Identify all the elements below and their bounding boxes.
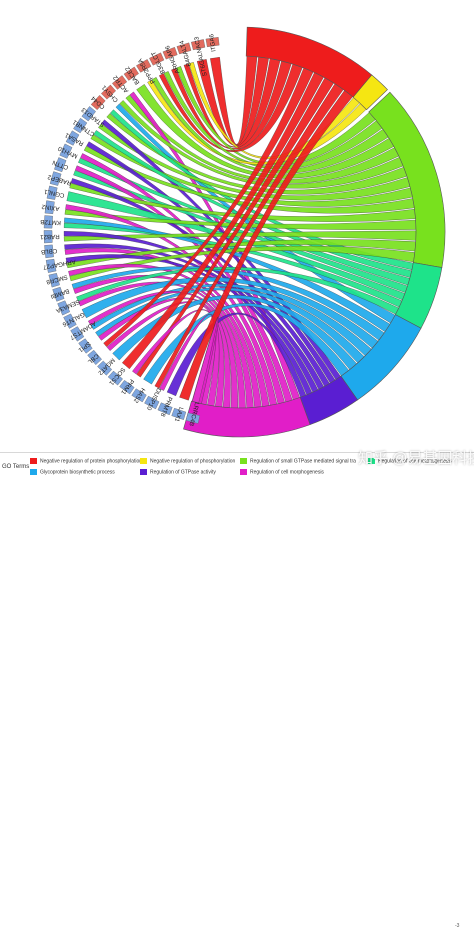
gene-fc-box [73, 117, 88, 134]
legend-label: Glycoprotein biosynthetic process [40, 469, 115, 476]
term-arcs [183, 26, 446, 438]
gene-fc-box [144, 395, 160, 410]
legend-label: Negative regulation of protein phosphory… [40, 458, 143, 465]
legend: GO Terms Negative regulation of protein … [0, 452, 474, 929]
legend-swatch [30, 469, 37, 475]
gene-fc-box [43, 230, 53, 244]
term-arc [352, 74, 388, 111]
gene-fc-box [44, 200, 55, 215]
legend-swatch [30, 458, 37, 464]
legend-label: Negative regulation of phosphorylation [150, 458, 236, 465]
gene-fc-box [43, 215, 53, 229]
gene-fc-box [49, 171, 62, 186]
gene-label: ARHGAP27 [42, 258, 76, 271]
gene-fc-box [131, 388, 147, 403]
gene-fc-box [136, 59, 152, 73]
legend-swatch [368, 458, 375, 464]
gene-label: AXIN2 [41, 203, 60, 212]
chord-ribbons [63, 55, 417, 409]
legend-swatch [240, 458, 247, 464]
legend-swatch [240, 469, 247, 475]
gene-fc-box [97, 360, 113, 376]
legend-label: Regulation of cell morphogenesis [250, 469, 324, 476]
legend-swatch [140, 469, 147, 475]
gene-fc-box [176, 42, 192, 55]
gene-fc-box [205, 36, 220, 48]
legend-item: Negative regulation of phosphorylation [140, 458, 235, 465]
gene-label: CBLB [41, 247, 58, 256]
gene-fc-box [87, 349, 102, 366]
logfc-scale-label: -3 [455, 923, 460, 929]
legend-label: Regulation of GTPase activity [150, 469, 216, 476]
legend-swatch [140, 458, 147, 464]
gene-label: RAB21 [39, 233, 59, 240]
chord-diagram: ITGA6ST6GALNAC3B4GALT4ARHGAP6B3GLCTPPP2R… [39, 26, 446, 438]
gene-fc-box [52, 286, 65, 302]
term-arc [183, 397, 311, 438]
gene-fc-box [81, 106, 96, 122]
gene-fc-box [123, 66, 139, 81]
legend-title: GO Terms [2, 464, 30, 470]
gene-fc-box [185, 412, 201, 424]
gene-fc-box [54, 157, 67, 173]
gene-label: CGNL1 [43, 188, 65, 199]
gene-fc-box [63, 313, 77, 329]
gene-fc-box [162, 46, 178, 60]
gene-fc-box [119, 380, 135, 395]
gene-fc-box [157, 402, 173, 416]
gene-fc-box [45, 258, 57, 273]
gene-label: LAX1 [173, 406, 185, 423]
watermark: 知乎 @易基因科技 [358, 450, 474, 467]
gene-fc-box [107, 370, 123, 386]
gene-fc-box [90, 94, 106, 111]
gene-label: KMT2B [40, 218, 61, 226]
gene-fc-box [57, 300, 71, 316]
gene-fc-box [171, 407, 187, 420]
gene-fc-box [100, 84, 117, 100]
gene-fc-boxes [43, 36, 220, 424]
legend-item: Negative regulation of protein phosphory… [30, 458, 142, 465]
gene-fc-box [65, 130, 80, 146]
legend-item: Regulation of cell morphogenesis [240, 469, 324, 476]
gene-fc-box [44, 244, 54, 259]
legend-item: Regulation of cell morphogenesis [368, 458, 452, 465]
legend-item: Glycoprotein biosynthetic process [30, 469, 115, 476]
gene-label: ITGA6 [208, 33, 218, 52]
legend-item: Regulation of GTPase activity [140, 469, 216, 476]
legend-label: Regulation of small GTPase mediated sign… [250, 458, 356, 465]
legend-item: Regulation of small GTPase mediated sign… [240, 458, 356, 465]
gene-fc-box [48, 273, 60, 288]
gene-fc-box [149, 52, 165, 66]
gene-fc-box [190, 39, 206, 51]
gene-fc-box [70, 326, 85, 342]
gene-fc-box [46, 185, 58, 200]
legend-label: Regulation of cell morphogenesis [378, 458, 452, 465]
gene-fc-box [111, 75, 128, 90]
gene-fc-box [78, 338, 93, 354]
gene-fc-box [59, 143, 73, 159]
